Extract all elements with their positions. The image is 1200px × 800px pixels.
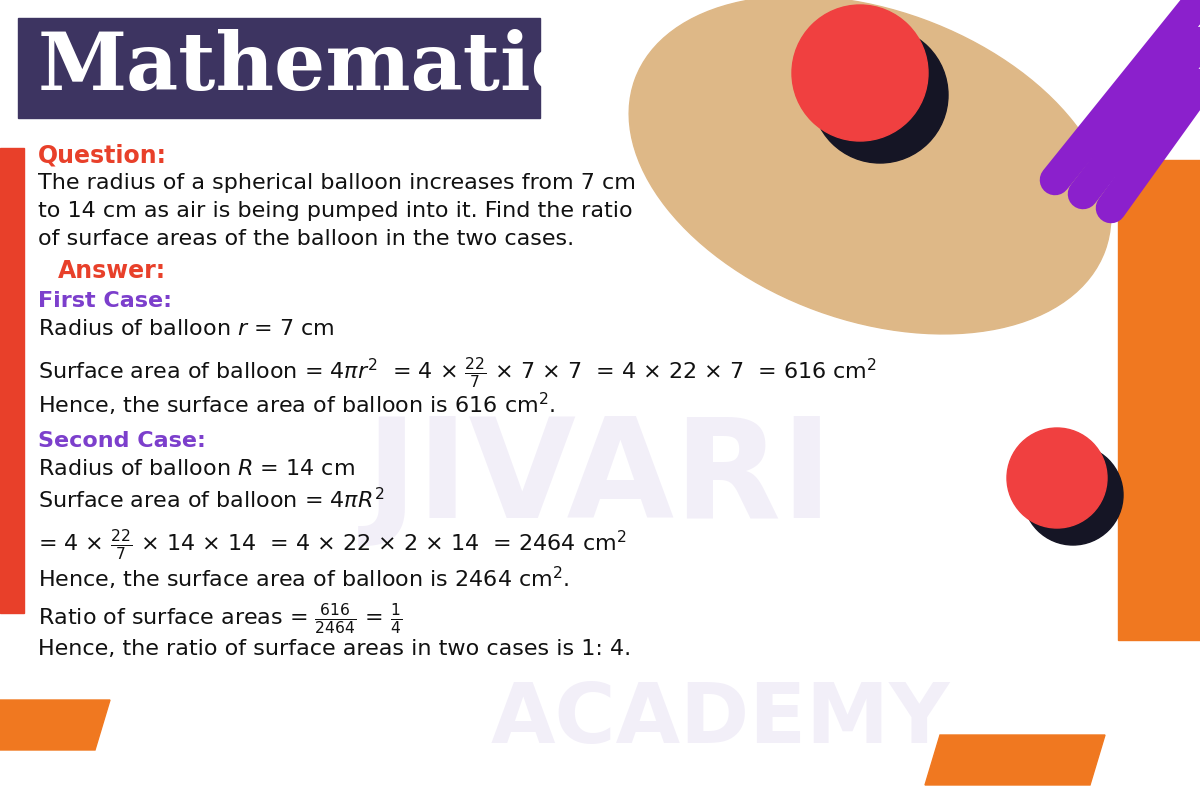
Text: Hence, the surface area of balloon is 2464 cm$^2$.: Hence, the surface area of balloon is 24… <box>38 565 570 592</box>
Text: of surface areas of the balloon in the two cases.: of surface areas of the balloon in the t… <box>38 229 574 249</box>
Text: Mathematics: Mathematics <box>38 29 626 107</box>
Text: Second Case:: Second Case: <box>38 431 206 451</box>
Text: Ratio of surface areas = $\frac{616}{2464}$ = $\frac{1}{4}$: Ratio of surface areas = $\frac{616}{246… <box>38 601 402 636</box>
FancyBboxPatch shape <box>0 148 24 613</box>
Text: Radius of balloon $R$ = 14 cm: Radius of balloon $R$ = 14 cm <box>38 459 355 479</box>
FancyBboxPatch shape <box>1118 160 1200 640</box>
Circle shape <box>792 5 928 141</box>
Text: ACADEMY: ACADEMY <box>491 679 949 761</box>
Circle shape <box>1007 428 1108 528</box>
Polygon shape <box>0 700 110 750</box>
Text: JIVARI: JIVARI <box>366 413 834 547</box>
Text: = 4 × $\frac{22}{7}$ × 14 × 14  = 4 × 22 × 2 × 14  = 2464 cm$^2$: = 4 × $\frac{22}{7}$ × 14 × 14 = 4 × 22 … <box>38 527 626 562</box>
FancyBboxPatch shape <box>18 18 540 118</box>
Text: Hence, the surface area of balloon is 616 cm$^2$.: Hence, the surface area of balloon is 61… <box>38 391 556 418</box>
Text: Surface area of balloon = $4\pi R^2$: Surface area of balloon = $4\pi R^2$ <box>38 487 384 512</box>
Ellipse shape <box>629 0 1111 334</box>
Circle shape <box>1022 445 1123 545</box>
Text: Answer:: Answer: <box>58 259 166 283</box>
Text: The radius of a spherical balloon increases from 7 cm: The radius of a spherical balloon increa… <box>38 173 636 193</box>
Text: Question:: Question: <box>38 143 167 167</box>
Text: to 14 cm as air is being pumped into it. Find the ratio: to 14 cm as air is being pumped into it.… <box>38 201 632 221</box>
Text: First Case:: First Case: <box>38 291 172 311</box>
Circle shape <box>812 27 948 163</box>
Text: Hence, the ratio of surface areas in two cases is 1: 4.: Hence, the ratio of surface areas in two… <box>38 639 631 659</box>
Text: Surface area of balloon = $4\pi r^2$  = 4 × $\frac{22}{7}$ × 7 × 7  = 4 × 22 × 7: Surface area of balloon = $4\pi r^2$ = 4… <box>38 355 877 390</box>
Polygon shape <box>925 735 1105 785</box>
Text: Radius of balloon $r$ = 7 cm: Radius of balloon $r$ = 7 cm <box>38 319 335 339</box>
